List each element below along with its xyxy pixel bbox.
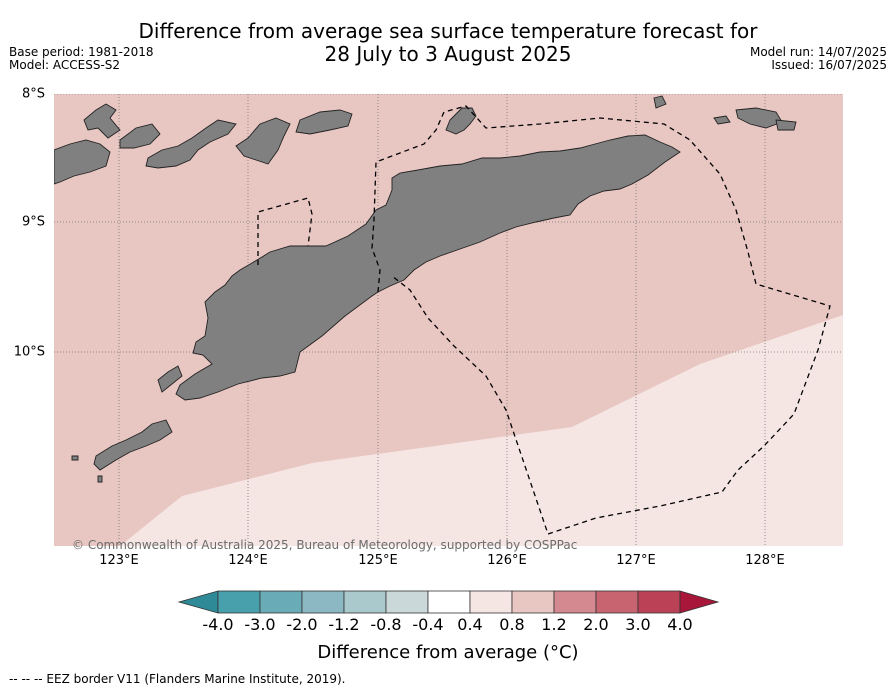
- small-island-1: [713, 115, 731, 125]
- lomblen-island: [145, 119, 237, 169]
- sawu-island: [93, 419, 173, 471]
- colorbar-tick-label: -1.2: [328, 615, 360, 634]
- lon-label-125e: 125°E: [358, 553, 398, 568]
- colorbar-cell: [259, 590, 303, 614]
- anomaly-zone-0.4-0.8: [120, 315, 843, 546]
- colorbar-tick-label: 3.0: [625, 615, 651, 634]
- colorbar-cell: [427, 590, 471, 614]
- kisar-island: [735, 107, 783, 129]
- colorbar-tick-label: 0.4: [457, 615, 483, 634]
- meta-left: Base period: 1981-2018 Model: ACCESS-S2: [9, 46, 154, 72]
- colorbar-tick-label: 0.8: [499, 615, 525, 634]
- map-area: [54, 94, 843, 546]
- leti-island: [775, 119, 797, 131]
- colorbar-tick-label: 4.0: [667, 615, 693, 634]
- colorbar-cells: [217, 590, 681, 614]
- colorbar-extend-low: [177, 590, 219, 614]
- colorbar-cell: [511, 590, 555, 614]
- lat-label-9s: 9°S: [21, 214, 45, 230]
- colorbar-tick-label: 2.0: [583, 615, 609, 634]
- colorbar-cell: [343, 590, 387, 614]
- lon-label-128e: 128°E: [745, 553, 785, 568]
- romang-island: [653, 95, 667, 109]
- copyright-text: © Commonwealth of Australia 2025, Bureau…: [72, 538, 578, 552]
- colorbar-cell: [553, 590, 597, 614]
- colorbar-extend-high: [679, 590, 720, 614]
- colorbar-tick-label: -0.4: [412, 615, 444, 634]
- title-line-1: Difference from average sea surface temp…: [138, 19, 758, 43]
- map-title: Difference from average sea surface temp…: [0, 20, 896, 66]
- timor-island: [175, 134, 681, 401]
- colorbar-cell: [217, 590, 261, 614]
- meta-right: Model run: 14/07/2025 Issued: 16/07/2025: [750, 46, 887, 72]
- colorbar-tick-label: -2.0: [286, 615, 318, 634]
- lon-label-127e: 127°E: [616, 553, 656, 568]
- issued-date: Issued: 16/07/2025: [771, 58, 887, 72]
- pantar-island: [235, 117, 291, 165]
- eez-legend: -- -- -- EEZ border V11 (Flanders Marine…: [9, 672, 346, 686]
- rote-island: [157, 365, 183, 393]
- base-period: Base period: 1981-2018: [9, 45, 154, 59]
- alor-island: [295, 109, 353, 135]
- land-masses: [54, 95, 797, 483]
- colorbar-cell: [469, 590, 513, 614]
- colorbar-tick-label: -3.0: [244, 615, 276, 634]
- model-name: Model: ACCESS-S2: [9, 58, 121, 72]
- solor-island: [119, 123, 161, 149]
- colorbar-cell: [301, 590, 345, 614]
- lat-label-8s: 8°S: [21, 86, 45, 102]
- raijua-island: [71, 455, 79, 461]
- ndao-island: [97, 475, 103, 483]
- title-line-2: 28 July to 3 August 2025: [324, 42, 572, 66]
- colorbar-cell: [637, 590, 681, 614]
- colorbar-tick-label: -0.8: [370, 615, 402, 634]
- lon-label-124e: 124°E: [228, 553, 268, 568]
- colorbar-cell: [385, 590, 429, 614]
- colorbar-title: Difference from average (°C): [317, 642, 579, 663]
- colorbar-tick-label: -4.0: [202, 615, 234, 634]
- lon-label-123e: 123°E: [99, 553, 139, 568]
- adonara-island: [83, 103, 121, 139]
- flores-east: [54, 139, 111, 185]
- colorbar-tick-label: 1.2: [541, 615, 567, 634]
- eez-border: [257, 105, 831, 535]
- lon-label-126e: 126°E: [487, 553, 527, 568]
- colorbar: [177, 590, 720, 614]
- colorbar-cell: [595, 590, 639, 614]
- lat-label-10s: 10°S: [13, 344, 45, 360]
- model-run: Model run: 14/07/2025: [749, 45, 887, 59]
